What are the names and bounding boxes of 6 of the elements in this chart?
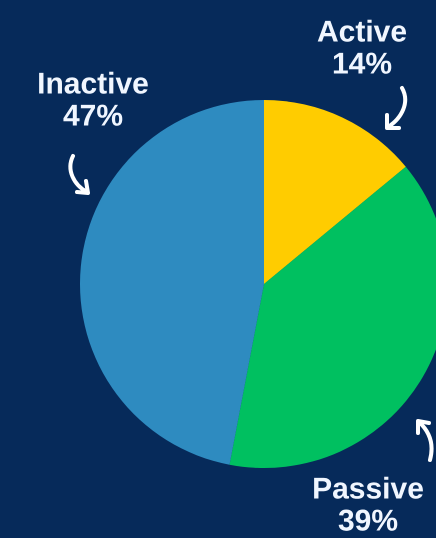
data-label: 14% bbox=[332, 48, 392, 80]
slice-label: Active bbox=[316, 16, 408, 48]
data-label: 47% bbox=[62, 100, 124, 132]
data-label: 39% bbox=[338, 504, 398, 538]
slice-label: Inactive bbox=[37, 68, 149, 100]
slice-label: Passive bbox=[312, 472, 424, 506]
